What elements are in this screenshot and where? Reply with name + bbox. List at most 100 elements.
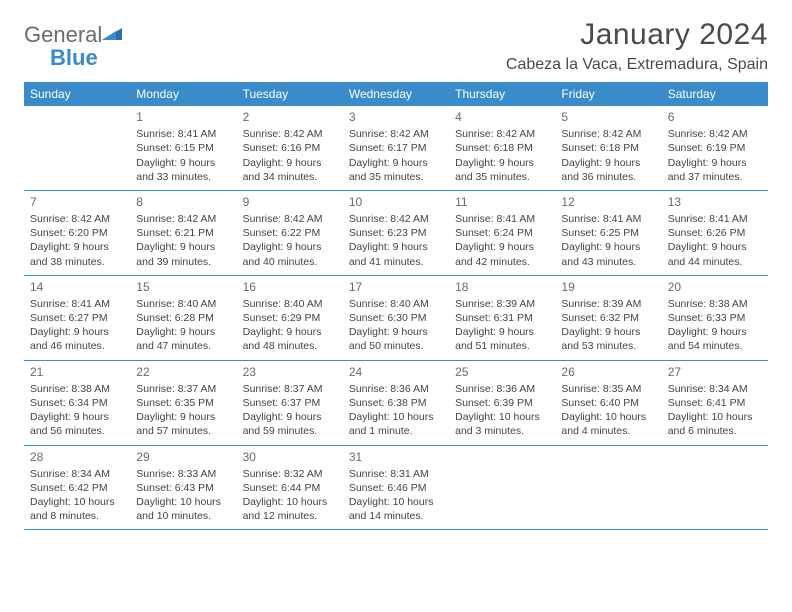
day-line: Sunrise: 8:36 AM — [349, 382, 443, 396]
day-line: Daylight: 9 hours — [30, 240, 124, 254]
day-data: Sunrise: 8:38 AMSunset: 6:34 PMDaylight:… — [30, 382, 124, 439]
day-line: Sunrise: 8:34 AM — [668, 382, 762, 396]
day-line: and 10 minutes. — [136, 509, 230, 523]
day-line: Sunset: 6:18 PM — [561, 141, 655, 155]
day-line: and 54 minutes. — [668, 339, 762, 353]
day-line: and 35 minutes. — [455, 170, 549, 184]
day-line: Sunset: 6:24 PM — [455, 226, 549, 240]
calendar-day-cell: 4Sunrise: 8:42 AMSunset: 6:18 PMDaylight… — [449, 106, 555, 190]
day-data: Sunrise: 8:42 AMSunset: 6:21 PMDaylight:… — [136, 212, 230, 269]
day-number: 14 — [30, 279, 124, 295]
day-line: and 38 minutes. — [30, 255, 124, 269]
day-line: Daylight: 9 hours — [349, 156, 443, 170]
calendar-week-row: 21 Sunrise: 8:38 AMSunset: 6:34 PMDayligh… — [24, 360, 768, 445]
day-number: 6 — [668, 109, 762, 125]
day-line: Sunset: 6:41 PM — [668, 396, 762, 410]
day-line: and 48 minutes. — [243, 339, 337, 353]
day-line: Sunset: 6:43 PM — [136, 481, 230, 495]
day-line: Daylight: 9 hours — [243, 325, 337, 339]
day-line: Sunset: 6:20 PM — [30, 226, 124, 240]
calendar-day-cell: 24Sunrise: 8:36 AMSunset: 6:38 PMDayligh… — [343, 360, 449, 445]
day-line: and 44 minutes. — [668, 255, 762, 269]
day-line: Sunrise: 8:39 AM — [455, 297, 549, 311]
calendar-day-cell: 26Sunrise: 8:35 AMSunset: 6:40 PMDayligh… — [555, 360, 661, 445]
day-line: Daylight: 9 hours — [455, 325, 549, 339]
day-line: and 33 minutes. — [136, 170, 230, 184]
day-line: Sunset: 6:42 PM — [30, 481, 124, 495]
day-number: 23 — [243, 364, 337, 380]
day-data: Sunrise: 8:42 AMSunset: 6:23 PMDaylight:… — [349, 212, 443, 269]
day-number: 15 — [136, 279, 230, 295]
day-line: Sunset: 6:19 PM — [668, 141, 762, 155]
day-data: Sunrise: 8:42 AMSunset: 6:20 PMDaylight:… — [30, 212, 124, 269]
calendar-day-cell: 13 Sunrise: 8:41 AMSunset: 6:26 PMDayligh… — [662, 190, 768, 275]
day-line: Daylight: 10 hours — [349, 410, 443, 424]
day-line: Daylight: 10 hours — [668, 410, 762, 424]
day-data: Sunrise: 8:42 AMSunset: 6:16 PMDaylight:… — [243, 127, 337, 184]
calendar-day-cell: 22Sunrise: 8:37 AMSunset: 6:35 PMDayligh… — [130, 360, 236, 445]
weekday-header: Monday — [130, 82, 236, 106]
day-line: and 50 minutes. — [349, 339, 443, 353]
logo-text-block: General Blue — [24, 24, 122, 70]
day-number: 17 — [349, 279, 443, 295]
calendar-day-cell: 10Sunrise: 8:42 AMSunset: 6:23 PMDayligh… — [343, 190, 449, 275]
day-line: Daylight: 9 hours — [561, 325, 655, 339]
day-number: 7 — [30, 194, 124, 210]
day-line: Daylight: 9 hours — [136, 325, 230, 339]
calendar-day-cell: 15Sunrise: 8:40 AMSunset: 6:28 PMDayligh… — [130, 275, 236, 360]
day-number: 8 — [136, 194, 230, 210]
calendar-day-cell — [555, 445, 661, 530]
day-line: Sunrise: 8:33 AM — [136, 467, 230, 481]
day-line: Sunrise: 8:40 AM — [136, 297, 230, 311]
day-line: and 53 minutes. — [561, 339, 655, 353]
day-line: Sunrise: 8:37 AM — [136, 382, 230, 396]
day-line: and 14 minutes. — [349, 509, 443, 523]
weekday-header: Friday — [555, 82, 661, 106]
day-line: Daylight: 9 hours — [30, 410, 124, 424]
day-data: Sunrise: 8:34 AMSunset: 6:42 PMDaylight:… — [30, 467, 124, 524]
day-line: Sunrise: 8:39 AM — [561, 297, 655, 311]
day-line: and 1 minute. — [349, 424, 443, 438]
day-number: 21 — [30, 364, 124, 380]
day-line: Sunrise: 8:42 AM — [349, 127, 443, 141]
day-data: Sunrise: 8:41 AMSunset: 6:26 PMDaylight:… — [668, 212, 762, 269]
calendar-day-cell: 12Sunrise: 8:41 AMSunset: 6:25 PMDayligh… — [555, 190, 661, 275]
day-line: Daylight: 10 hours — [243, 495, 337, 509]
day-line: Sunset: 6:39 PM — [455, 396, 549, 410]
calendar-day-cell: 17Sunrise: 8:40 AMSunset: 6:30 PMDayligh… — [343, 275, 449, 360]
calendar-day-cell: 16Sunrise: 8:40 AMSunset: 6:29 PMDayligh… — [237, 275, 343, 360]
day-line: Daylight: 9 hours — [136, 410, 230, 424]
location: Cabeza la Vaca, Extremadura, Spain — [506, 56, 768, 74]
day-data: Sunrise: 8:41 AMSunset: 6:15 PMDaylight:… — [136, 127, 230, 184]
day-line: Sunset: 6:16 PM — [243, 141, 337, 155]
day-line: Daylight: 9 hours — [561, 156, 655, 170]
day-number: 30 — [243, 449, 337, 465]
day-line: Daylight: 9 hours — [561, 240, 655, 254]
day-line: Daylight: 9 hours — [243, 240, 337, 254]
day-number: 22 — [136, 364, 230, 380]
day-line: Sunrise: 8:41 AM — [561, 212, 655, 226]
day-number: 5 — [561, 109, 655, 125]
day-number: 3 — [349, 109, 443, 125]
day-data: Sunrise: 8:31 AMSunset: 6:46 PMDaylight:… — [349, 467, 443, 524]
calendar-day-cell: 1 Sunrise: 8:41 AMSunset: 6:15 PMDaylight… — [130, 106, 236, 190]
calendar-day-cell: 29Sunrise: 8:33 AMSunset: 6:43 PMDayligh… — [130, 445, 236, 530]
day-line: and 42 minutes. — [455, 255, 549, 269]
day-line: and 46 minutes. — [30, 339, 124, 353]
calendar-day-cell: 14Sunrise: 8:41 AMSunset: 6:27 PMDayligh… — [24, 275, 130, 360]
day-line: Sunrise: 8:42 AM — [136, 212, 230, 226]
day-line: Sunset: 6:23 PM — [349, 226, 443, 240]
calendar-week-row: 28Sunrise: 8:34 AMSunset: 6:42 PMDayligh… — [24, 445, 768, 530]
day-line: Sunset: 6:29 PM — [243, 311, 337, 325]
day-line: Sunset: 6:30 PM — [349, 311, 443, 325]
day-line: and 8 minutes. — [30, 509, 124, 523]
day-line: Daylight: 9 hours — [455, 240, 549, 254]
calendar-day-cell: 6Sunrise: 8:42 AMSunset: 6:19 PMDaylight… — [662, 106, 768, 190]
day-number: 13 — [668, 194, 762, 210]
day-line: Sunset: 6:18 PM — [455, 141, 549, 155]
day-number: 1 — [136, 109, 230, 125]
day-line: Sunrise: 8:41 AM — [455, 212, 549, 226]
day-line: Sunrise: 8:42 AM — [30, 212, 124, 226]
day-line: Sunset: 6:44 PM — [243, 481, 337, 495]
calendar-day-cell: 3Sunrise: 8:42 AMSunset: 6:17 PMDaylight… — [343, 106, 449, 190]
